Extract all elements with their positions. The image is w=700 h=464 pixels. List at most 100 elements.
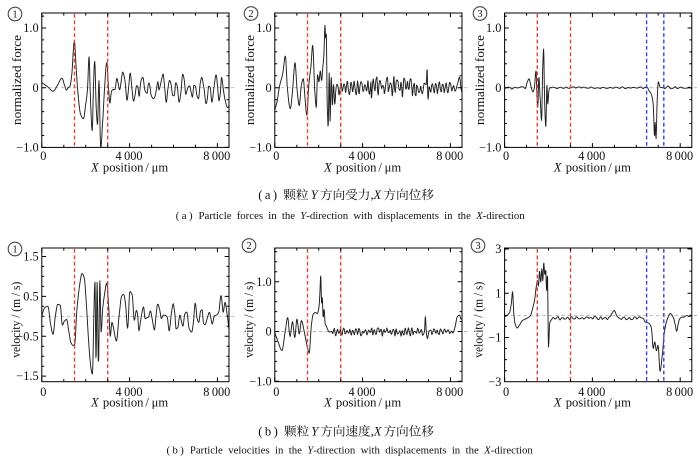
svg-text:−3: −3	[488, 375, 501, 389]
svg-text:μm: μm	[614, 161, 631, 175]
svg-text:forces: forces	[237, 210, 263, 222]
svg-text:(: (	[166, 444, 170, 456]
svg-text:−1.5: −1.5	[16, 369, 38, 383]
svg-text:0: 0	[503, 385, 509, 399]
svg-text:4 000: 4 000	[115, 385, 142, 399]
svg-text:0: 0	[273, 385, 279, 399]
svg-text:3: 3	[495, 242, 501, 256]
svg-text:8 000: 8 000	[203, 149, 230, 163]
svg-text:−1.0: −1.0	[16, 141, 38, 155]
svg-text:8 000: 8 000	[666, 149, 693, 163]
svg-text:-direction: -direction	[491, 444, 534, 456]
svg-text:X: X	[323, 161, 333, 175]
svg-text:in: in	[452, 444, 461, 456]
svg-text:4 000: 4 000	[115, 149, 142, 163]
svg-text:): )	[273, 188, 277, 202]
svg-text:0: 0	[32, 81, 38, 95]
svg-text:X: X	[483, 444, 491, 456]
svg-text:displacements: displacements	[385, 444, 446, 456]
svg-text:2: 2	[248, 9, 253, 20]
svg-text:velocity / (m / s): velocity / (m / s)	[472, 282, 486, 358]
svg-text:1.5: 1.5	[23, 250, 38, 264]
svg-text:in: in	[268, 210, 277, 222]
svg-text:X: X	[90, 396, 100, 410]
svg-text:the: the	[282, 210, 295, 222]
svg-text:b: b	[265, 425, 271, 439]
svg-text:(: (	[258, 188, 262, 202]
svg-text:4 000: 4 000	[348, 149, 375, 163]
svg-text:1.0: 1.0	[486, 21, 501, 35]
svg-text:μm: μm	[614, 396, 631, 410]
svg-text:8 000: 8 000	[436, 385, 463, 399]
svg-text:position: position	[566, 161, 607, 175]
svg-text:a: a	[182, 210, 187, 222]
svg-text:velocity / (m / s): velocity / (m / s)	[242, 282, 256, 358]
svg-text:8 000: 8 000	[203, 385, 230, 399]
svg-text:X: X	[373, 425, 383, 439]
svg-text:1: 1	[12, 10, 17, 21]
svg-text:with: with	[361, 444, 381, 456]
svg-text:0: 0	[40, 149, 46, 163]
svg-text:0: 0	[265, 81, 271, 95]
svg-text:Particle: Particle	[190, 444, 223, 456]
svg-text:0: 0	[273, 149, 279, 163]
svg-text:μm: μm	[385, 396, 402, 410]
svg-text:−1: −1	[488, 331, 501, 345]
svg-text:8 000: 8 000	[436, 149, 463, 163]
svg-text:/: /	[145, 161, 149, 175]
svg-text:): )	[189, 210, 193, 222]
svg-text:Y: Y	[311, 425, 320, 439]
svg-text:Y: Y	[300, 210, 307, 222]
svg-text:−1.0: −1.0	[249, 141, 271, 155]
svg-text:4 000: 4 000	[348, 385, 375, 399]
svg-text:X: X	[553, 161, 563, 175]
svg-text:3: 3	[475, 241, 480, 252]
svg-text:X: X	[323, 396, 333, 410]
svg-text:Particle: Particle	[199, 210, 232, 222]
svg-text:the: the	[289, 444, 302, 456]
svg-text:velocities: velocities	[228, 444, 269, 456]
svg-text:position: position	[103, 396, 144, 410]
svg-text:−1.0: −1.0	[249, 374, 271, 388]
svg-text:−1.0: −1.0	[479, 141, 501, 155]
svg-text:1: 1	[12, 245, 17, 256]
svg-text:-direction: -direction	[483, 210, 526, 222]
svg-text:2: 2	[246, 241, 251, 252]
svg-text:in: in	[444, 210, 453, 222]
svg-text:normalized force: normalized force	[10, 34, 24, 125]
svg-text:-direction: -direction	[313, 444, 356, 456]
svg-text:Y: Y	[307, 444, 314, 456]
svg-text:4 000: 4 000	[578, 385, 605, 399]
svg-text:): )	[180, 444, 184, 456]
svg-text:/: /	[145, 396, 149, 410]
svg-text:X: X	[553, 396, 563, 410]
svg-text:/: /	[378, 161, 382, 175]
svg-text:displacements: displacements	[378, 210, 439, 222]
svg-text:8 000: 8 000	[666, 385, 693, 399]
svg-text:0: 0	[265, 325, 271, 339]
svg-text:position: position	[336, 396, 377, 410]
svg-text:X: X	[373, 188, 383, 202]
svg-text:-direction: -direction	[306, 210, 349, 222]
svg-text:,: ,	[370, 188, 373, 202]
svg-text:position: position	[566, 396, 607, 410]
svg-text:/: /	[608, 161, 612, 175]
svg-text:X: X	[475, 210, 483, 222]
svg-text:in: in	[275, 444, 284, 456]
svg-text:0: 0	[40, 385, 46, 399]
svg-text:3: 3	[477, 9, 482, 20]
svg-text:(: (	[258, 425, 262, 439]
svg-text:μm: μm	[152, 396, 169, 410]
svg-text:velocity / (m / s): velocity / (m / s)	[9, 282, 23, 358]
svg-text:b: b	[172, 444, 177, 456]
svg-text:,: ,	[371, 425, 374, 439]
svg-text:1.0: 1.0	[256, 275, 271, 289]
svg-text:μm: μm	[385, 161, 402, 175]
svg-text:1.0: 1.0	[256, 21, 271, 35]
svg-text:/: /	[378, 396, 382, 410]
svg-text:position: position	[336, 161, 377, 175]
svg-text:Y: Y	[311, 188, 320, 202]
svg-text:): )	[274, 425, 278, 439]
svg-text:(: (	[176, 210, 180, 222]
svg-text:with: with	[353, 210, 373, 222]
